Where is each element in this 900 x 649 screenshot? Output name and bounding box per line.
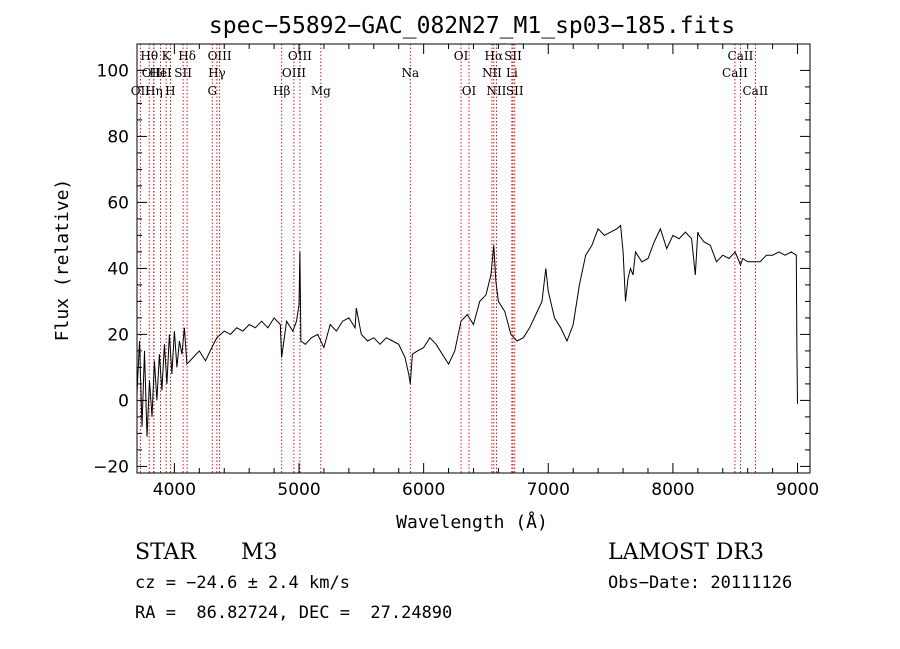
line-label: H	[165, 84, 175, 98]
x-tick-label: 4000	[153, 480, 196, 500]
line-label: NII	[486, 84, 506, 98]
line-label: Hγ	[208, 66, 226, 80]
line-label: CaII	[742, 84, 768, 98]
line-label: Hη	[145, 84, 163, 98]
y-tick-label: 20	[107, 325, 129, 345]
line-label: OII	[131, 84, 151, 98]
y-tick-label: −20	[93, 457, 129, 477]
y-tick-label: 100	[97, 61, 129, 81]
line-label: Hβ	[273, 84, 290, 98]
spectrum-line	[136, 224, 798, 437]
line-label: OIII	[288, 49, 312, 63]
axis-ticks: 4000 5000 6000 7000 8000 9000 −20 0 20 40 60 80 100	[93, 44, 819, 500]
x-tick-label: 7000	[527, 480, 570, 500]
line-label: Hδ	[178, 49, 196, 63]
line-label: CaII	[722, 66, 748, 80]
line-label: HeI	[149, 66, 172, 80]
line-label: SII	[174, 66, 192, 80]
survey-name: LAMOST DR3	[608, 540, 764, 565]
object-class: STAR	[135, 540, 196, 565]
line-label: Hα	[485, 49, 504, 63]
line-label: OIII	[208, 49, 232, 63]
line-label: OIII	[142, 66, 166, 80]
redshift-cz: cz = −24.6 ± 2.4 km/s	[135, 573, 350, 593]
line-label: CaII	[728, 49, 754, 63]
line-label: OI	[454, 49, 469, 63]
line-label: OI	[462, 84, 477, 98]
object-subclass: M3	[241, 540, 278, 565]
line-label: Hθ	[140, 49, 158, 63]
x-tick-label: 9000	[776, 480, 819, 500]
line-label: OIII	[282, 66, 306, 80]
emission-line-markers	[139, 44, 756, 473]
line-label: K	[162, 49, 172, 63]
x-tick-label: 5000	[277, 480, 320, 500]
line-label: Li	[506, 66, 518, 80]
chart-title: spec−55892−GAC_082N27_M1_sp03−185.fits	[209, 13, 735, 39]
line-label: G	[207, 84, 217, 98]
line-label: SII	[504, 49, 522, 63]
line-label: SII	[506, 84, 524, 98]
x-tick-label: 6000	[402, 480, 445, 500]
plot-frame	[136, 43, 811, 474]
y-tick-label: 60	[107, 193, 129, 213]
y-tick-label: 40	[107, 259, 129, 279]
emission-line-labels: OII Hθ OIII Hη HeI K H SII Hδ OIII Hγ G Hβ OIII OIII Mg…	[131, 49, 769, 98]
ra-dec: RA = 86.82724, DEC = 27.24890	[135, 603, 453, 623]
line-label: NII	[482, 66, 502, 80]
y-axis-label: Flux (relative)	[52, 179, 73, 342]
obs-date: Obs−Date: 20111126	[608, 573, 793, 593]
y-tick-label: 80	[107, 127, 129, 147]
spectrum-chart: spec−55892−GAC_082N27_M1_sp03−185.fits O…	[52, 13, 819, 533]
x-axis-label: Wavelength (Å)	[396, 511, 548, 533]
x-tick-label: 8000	[651, 480, 694, 500]
y-tick-label: 0	[118, 391, 129, 411]
line-label: Na	[401, 66, 419, 80]
line-label: Mg	[311, 84, 331, 98]
